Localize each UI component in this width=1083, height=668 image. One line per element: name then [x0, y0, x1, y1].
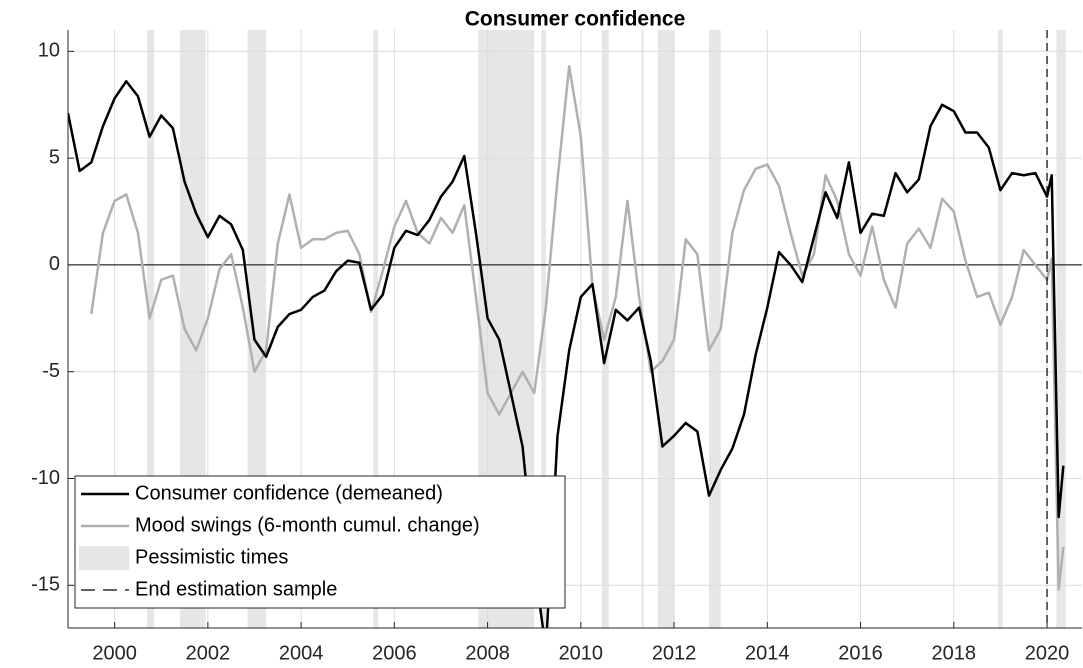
legend-label: End estimation sample: [135, 578, 337, 600]
y-tick-label: -15: [31, 574, 60, 596]
shaded-period: [373, 30, 379, 628]
legend-label: Pessimistic times: [135, 546, 288, 568]
shaded-period: [657, 30, 675, 628]
x-tick-label: 2006: [372, 642, 417, 664]
chart-title: Consumer confidence: [465, 8, 686, 31]
legend-label: Consumer confidence (demeaned): [135, 482, 443, 504]
shaded-period: [601, 30, 609, 628]
series-line: [90, 65, 1065, 591]
axes: -15 -10 -5 0 5 10 2000 2002 2004 2006 2008 2010 2012…: [31, 30, 1082, 664]
x-tick-label: 2000: [92, 642, 137, 664]
legend-label: Mood swings (6-month cumul. change): [135, 514, 480, 536]
y-tick-label: 0: [49, 253, 60, 275]
shaded-period: [709, 30, 721, 628]
y-tick-label: 10: [38, 40, 60, 62]
y-tick-label: -10: [31, 467, 60, 489]
legend: Consumer confidence (demeaned) Mood swing…: [74, 475, 566, 609]
x-tick-label: 2010: [559, 642, 604, 664]
legend-box: [74, 475, 566, 609]
x-tick-label: 2016: [838, 642, 883, 664]
x-tick-label: 2002: [186, 642, 231, 664]
x-tick-label: 2018: [932, 642, 977, 664]
x-tick-label: 2014: [745, 642, 790, 664]
x-tick-label: 2012: [652, 642, 697, 664]
legend-swatch: [79, 546, 129, 570]
x-tick-label: 2008: [465, 642, 510, 664]
y-tick-label: 5: [49, 146, 60, 168]
x-tick-label: 2004: [279, 642, 324, 664]
shaded-period: [1056, 30, 1066, 628]
y-tick-label: -5: [42, 360, 60, 382]
series-line: [68, 80, 1065, 628]
shaded-period: [998, 30, 1003, 628]
shaded-period: [147, 30, 155, 628]
x-tick-label: 2020: [1025, 642, 1070, 664]
